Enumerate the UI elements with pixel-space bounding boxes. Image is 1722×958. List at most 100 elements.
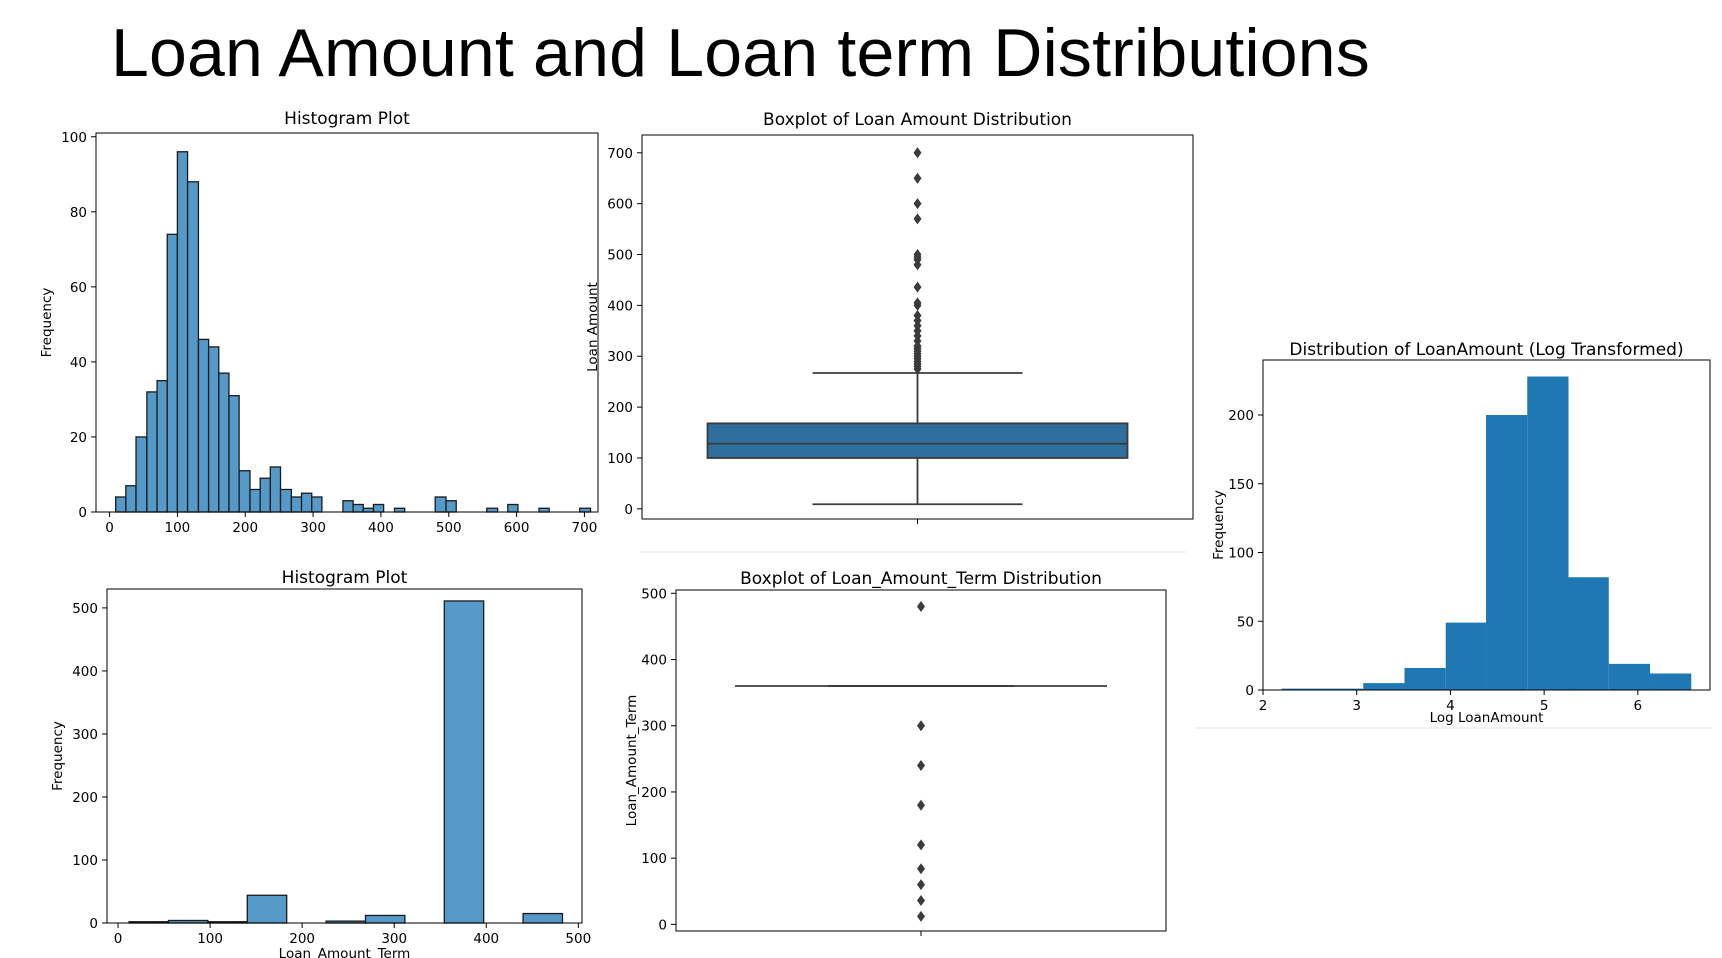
y-tick-label: 200 [607, 400, 633, 416]
outlier-point [917, 720, 925, 732]
outlier-point [917, 601, 925, 613]
y-tick-label: 150 [1228, 477, 1254, 493]
x-tick-label: 600 [504, 520, 530, 536]
histogram-bar [207, 346, 220, 513]
y-tick-label: 200 [72, 790, 98, 806]
outlier-point [913, 249, 922, 261]
y-tick-label: 40 [70, 355, 87, 371]
outlier-point [917, 839, 925, 851]
y-axis-label: Frequency [1211, 490, 1227, 560]
y-tick-label: 200 [641, 785, 667, 801]
x-axis-label: Loan_Amount_Term [279, 946, 411, 958]
slide-title: Loan Amount and Loan term Distributions [111, 15, 1370, 91]
outlier-point [913, 198, 922, 210]
chart-title: Histogram Plot [284, 109, 410, 129]
outlier-point [917, 879, 925, 891]
histogram-bar [186, 181, 200, 513]
plot-frame [106, 588, 583, 924]
plot-frame [1262, 359, 1711, 691]
histogram-bar [1322, 688, 1364, 690]
histogram-bar [279, 488, 293, 513]
x-tick-label: 200 [232, 520, 258, 536]
chart-title: Histogram Plot [282, 568, 408, 588]
histogram-bar [311, 496, 323, 513]
y-tick-label: 0 [658, 917, 667, 933]
histogram-bar [393, 507, 406, 513]
y-tick-label: 500 [607, 248, 633, 264]
outlier-point [913, 310, 922, 322]
y-tick-label: 500 [72, 601, 98, 617]
histogram-bar [342, 500, 354, 513]
y-axis-label: Frequency [39, 288, 55, 358]
histogram-bar [197, 338, 210, 513]
histogram-bar [135, 436, 148, 513]
y-tick-label: 500 [641, 586, 667, 602]
histogram-bar [259, 477, 271, 513]
y-tick-label: 0 [624, 502, 633, 518]
outlier-point [913, 172, 922, 184]
x-tick-label: 400 [473, 931, 499, 947]
x-tick-label: 0 [105, 520, 114, 536]
histogram-bar [176, 151, 189, 513]
y-axis-label: Loan Amount [585, 282, 601, 372]
histogram-bar [1404, 668, 1446, 690]
histogram-bar [364, 914, 406, 924]
y-tick-label: 200 [1228, 408, 1254, 424]
histogram-bar [372, 503, 385, 513]
box-iqr [706, 422, 1129, 459]
plot-frame [641, 134, 1194, 520]
y-tick-label: 300 [72, 727, 98, 743]
outlier-point [917, 910, 925, 922]
x-tick-label: 500 [565, 931, 591, 947]
y-tick-label: 300 [641, 719, 667, 735]
x-tick-label: 3 [1352, 698, 1361, 714]
histogram-bar [362, 507, 375, 513]
y-tick-label: 50 [1237, 614, 1254, 630]
y-tick-label: 60 [70, 280, 87, 296]
y-tick-label: 80 [70, 205, 87, 221]
outlier-point [913, 213, 922, 225]
x-tick-label: 100 [197, 931, 223, 947]
histogram-bar [434, 496, 447, 513]
outlier-point [913, 281, 922, 293]
x-tick-label: 200 [289, 931, 315, 947]
y-tick-label: 100 [72, 853, 98, 869]
y-tick-label: 300 [607, 349, 633, 365]
histogram-bar [443, 600, 485, 924]
histogram-bar [166, 233, 179, 513]
histogram-bar [445, 500, 457, 513]
x-tick-label: 700 [572, 520, 598, 536]
histogram-bar [246, 894, 288, 924]
y-tick-label: 600 [607, 197, 633, 213]
y-tick-label: 0 [78, 505, 87, 521]
histogram-bar [1363, 683, 1405, 690]
chart-title: Boxplot of Loan Amount Distribution [763, 110, 1072, 130]
y-tick-label: 0 [89, 916, 98, 932]
plot-frame [675, 589, 1167, 932]
histogram-bar [300, 492, 313, 513]
histogram-bar [156, 380, 168, 513]
histogram-bar [228, 395, 240, 513]
x-tick-label: 2 [1259, 698, 1268, 714]
x-tick-label: 5 [1540, 698, 1549, 714]
y-tick-label: 100 [1228, 546, 1254, 562]
histogram-bar [249, 488, 261, 513]
histogram-bar [486, 507, 499, 513]
histogram-bar [522, 912, 564, 924]
y-tick-label: 400 [641, 653, 667, 669]
histogram-bar [1608, 663, 1651, 690]
chart-title: Distribution of LoanAmount (Log Transfor… [1289, 340, 1683, 360]
histogram-bar [146, 391, 158, 513]
histogram-bar [507, 503, 519, 513]
histogram-bar [1445, 622, 1487, 690]
histogram-bar [1486, 415, 1528, 690]
plot-frame [95, 132, 599, 513]
histogram-bar [579, 507, 592, 513]
outlier-point [917, 759, 925, 771]
y-tick-label: 100 [61, 130, 87, 146]
histogram-bar [1281, 688, 1323, 690]
y-tick-label: 400 [607, 298, 633, 314]
histogram-bar [1568, 577, 1609, 690]
x-tick-label: 6 [1634, 698, 1643, 714]
